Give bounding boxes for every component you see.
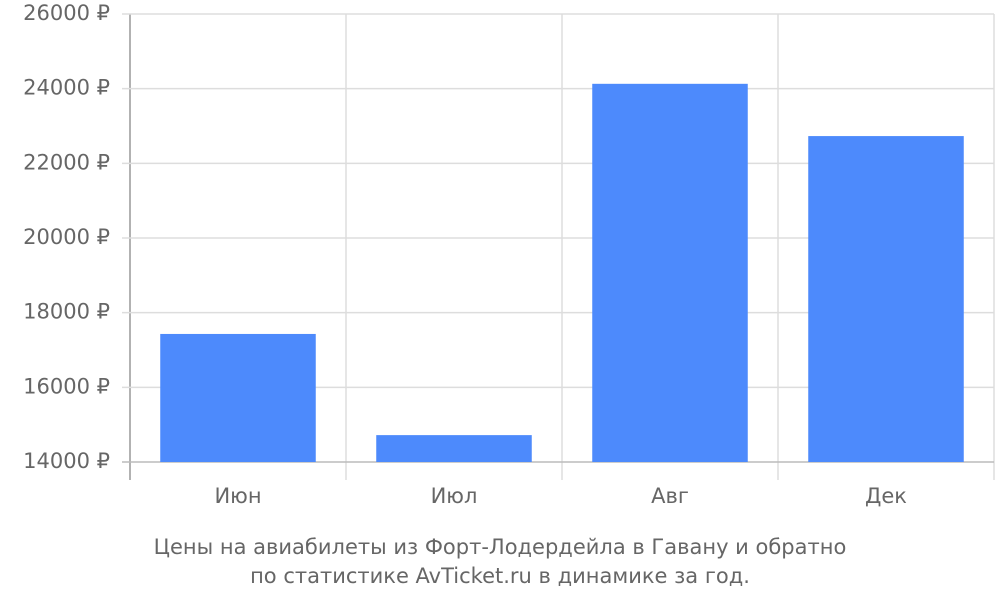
y-tick-label: 24000 ₽ xyxy=(23,76,110,100)
y-tick-label: 20000 ₽ xyxy=(23,225,110,249)
x-tick-label: Июн xyxy=(214,484,261,508)
y-tick-label: 14000 ₽ xyxy=(23,449,110,473)
bar xyxy=(160,333,316,462)
x-tick-label: Дек xyxy=(865,484,907,508)
bar xyxy=(808,136,964,462)
y-tick-label: 18000 ₽ xyxy=(23,300,110,324)
chart-subtitle: по статистике AvTicket.ru в динамике за … xyxy=(250,564,750,588)
x-tick-label: Авг xyxy=(651,484,689,508)
y-tick-label: 26000 ₽ xyxy=(23,1,110,25)
x-tick-label: Июл xyxy=(431,484,478,508)
y-tick-label: 16000 ₽ xyxy=(23,374,110,398)
bar xyxy=(376,435,532,462)
bar xyxy=(592,83,748,463)
chart-title: Цены на авиабилеты из Форт-Лодердейла в … xyxy=(154,535,847,559)
y-tick-label: 22000 ₽ xyxy=(23,150,110,174)
